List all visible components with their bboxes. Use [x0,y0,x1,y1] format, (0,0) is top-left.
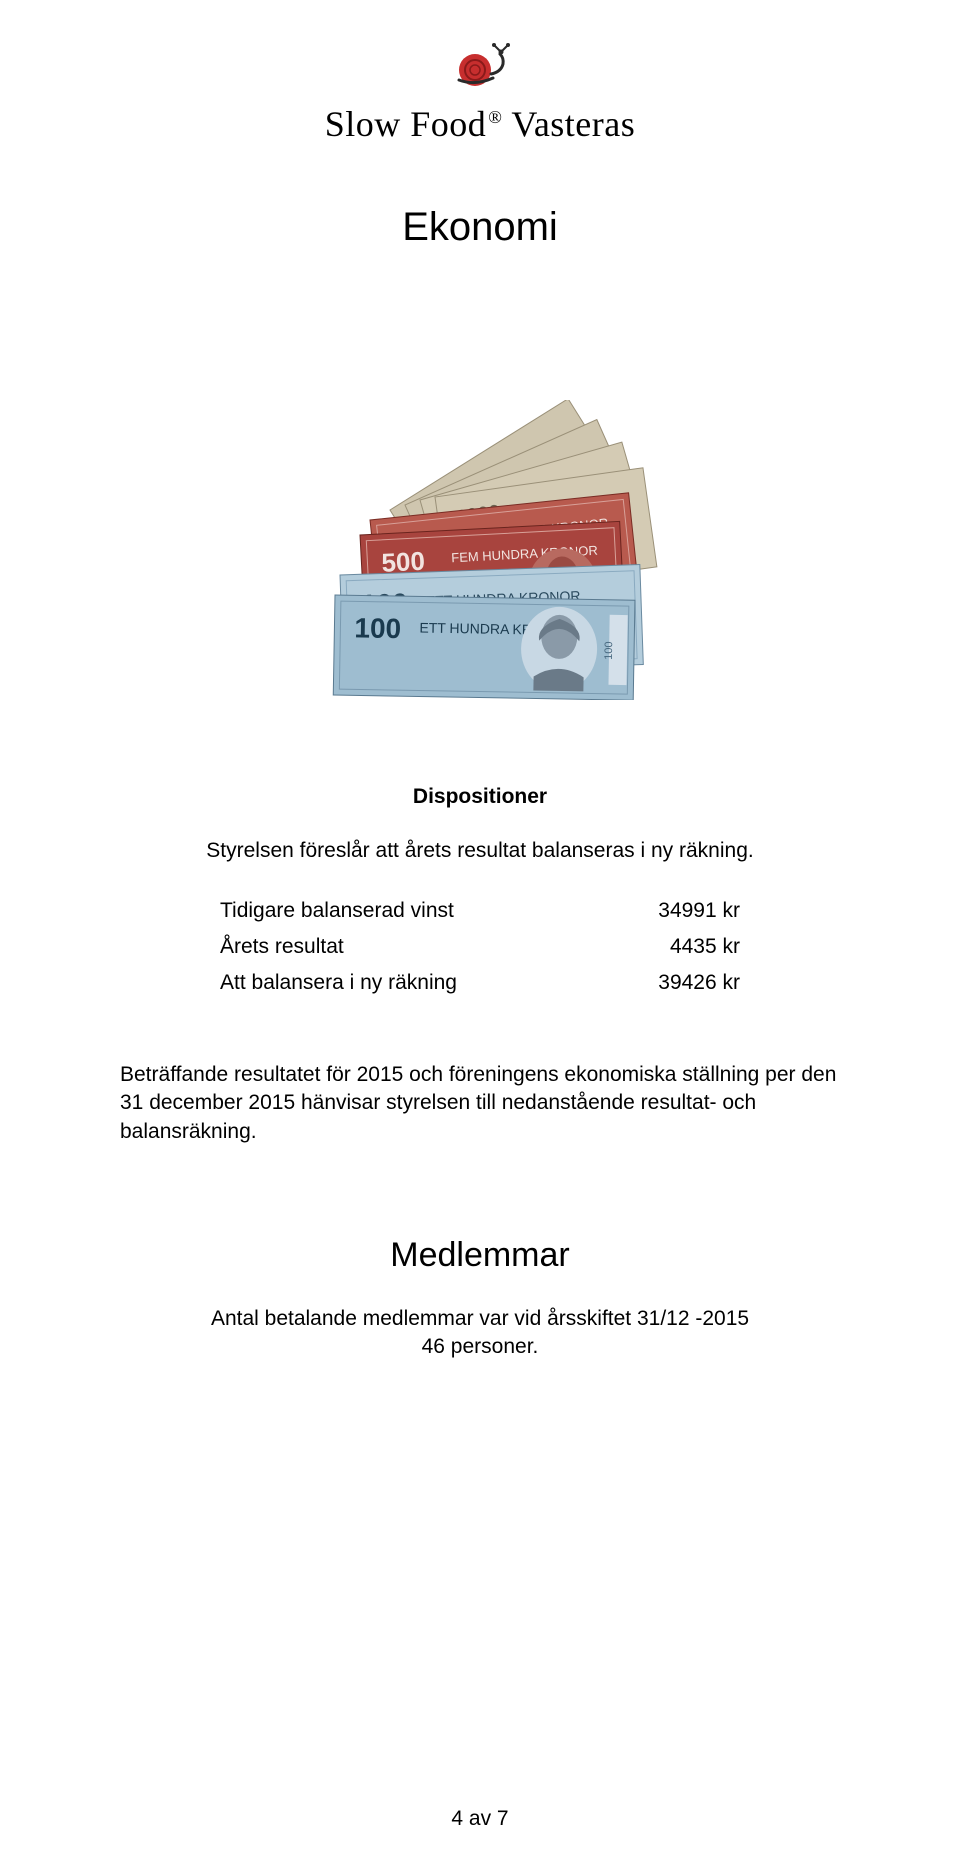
result-paragraph: Beträffande resultatet för 2015 och före… [120,1061,840,1146]
disposition-table: Tidigare balanserad vinst 34991 kr Årets… [220,893,740,1001]
members-text: Antal betalande medlemmar var vid årsski… [0,1305,960,1362]
table-row: Att balansera i ny räkning 39426 kr [220,965,740,1001]
members-line-1: Antal betalande medlemmar var vid årsski… [211,1307,749,1330]
brand-reg-mark: ® [488,107,502,127]
row-label: Att balansera i ny räkning [220,971,457,995]
section-title-ekonomi: Ekonomi [0,205,960,250]
section-title-medlemmar: Medlemmar [0,1236,960,1275]
row-label: Tidigare balanserad vinst [220,899,454,923]
table-row: Årets resultat 4435 kr [220,929,740,965]
members-line-2: 46 personer. [422,1335,539,1358]
banknote-illustration: 1000 1000 1000 1000 500 FEM HUNDRA KRONO… [0,400,960,705]
brand-text-2: Vasteras [511,104,635,144]
snail-icon [445,40,515,95]
row-value: 34991 kr [658,899,740,923]
row-value: 39426 kr [658,971,740,995]
table-row: Tidigare balanserad vinst 34991 kr [220,893,740,929]
svg-text:100: 100 [603,641,615,660]
brand-name: Slow Food® Vasteras [0,103,960,145]
subheading-dispositioner: Dispositioner [0,785,960,809]
brand-text-1: Slow Food [325,104,487,144]
row-label: Årets resultat [220,935,344,959]
brand-header: Slow Food® Vasteras [0,0,960,145]
row-value: 4435 kr [670,935,740,959]
intro-line: Styrelsen föreslår att årets resultat ba… [0,839,960,863]
svg-text:100: 100 [354,612,401,644]
page-number: 4 av 7 [0,1807,960,1831]
